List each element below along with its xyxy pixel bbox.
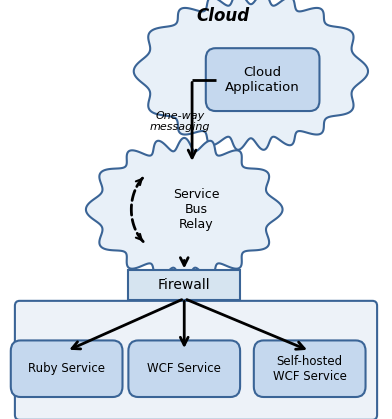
FancyBboxPatch shape (128, 270, 240, 300)
FancyBboxPatch shape (206, 48, 319, 111)
Text: One-way
messaging: One-way messaging (150, 111, 211, 132)
Text: Cloud
Application: Cloud Application (225, 66, 300, 93)
FancyBboxPatch shape (11, 340, 122, 397)
Text: Service
Bus
Relay: Service Bus Relay (173, 188, 219, 231)
FancyBboxPatch shape (15, 301, 377, 419)
Polygon shape (134, 0, 368, 150)
Text: WCF Service: WCF Service (147, 362, 221, 375)
Polygon shape (86, 138, 283, 281)
Text: Self-hosted
WCF Service: Self-hosted WCF Service (273, 355, 347, 383)
Text: Cloud: Cloud (197, 7, 250, 25)
FancyBboxPatch shape (128, 340, 240, 397)
FancyBboxPatch shape (254, 340, 365, 397)
Text: Ruby Service: Ruby Service (28, 362, 105, 375)
Text: Firewall: Firewall (158, 278, 211, 292)
